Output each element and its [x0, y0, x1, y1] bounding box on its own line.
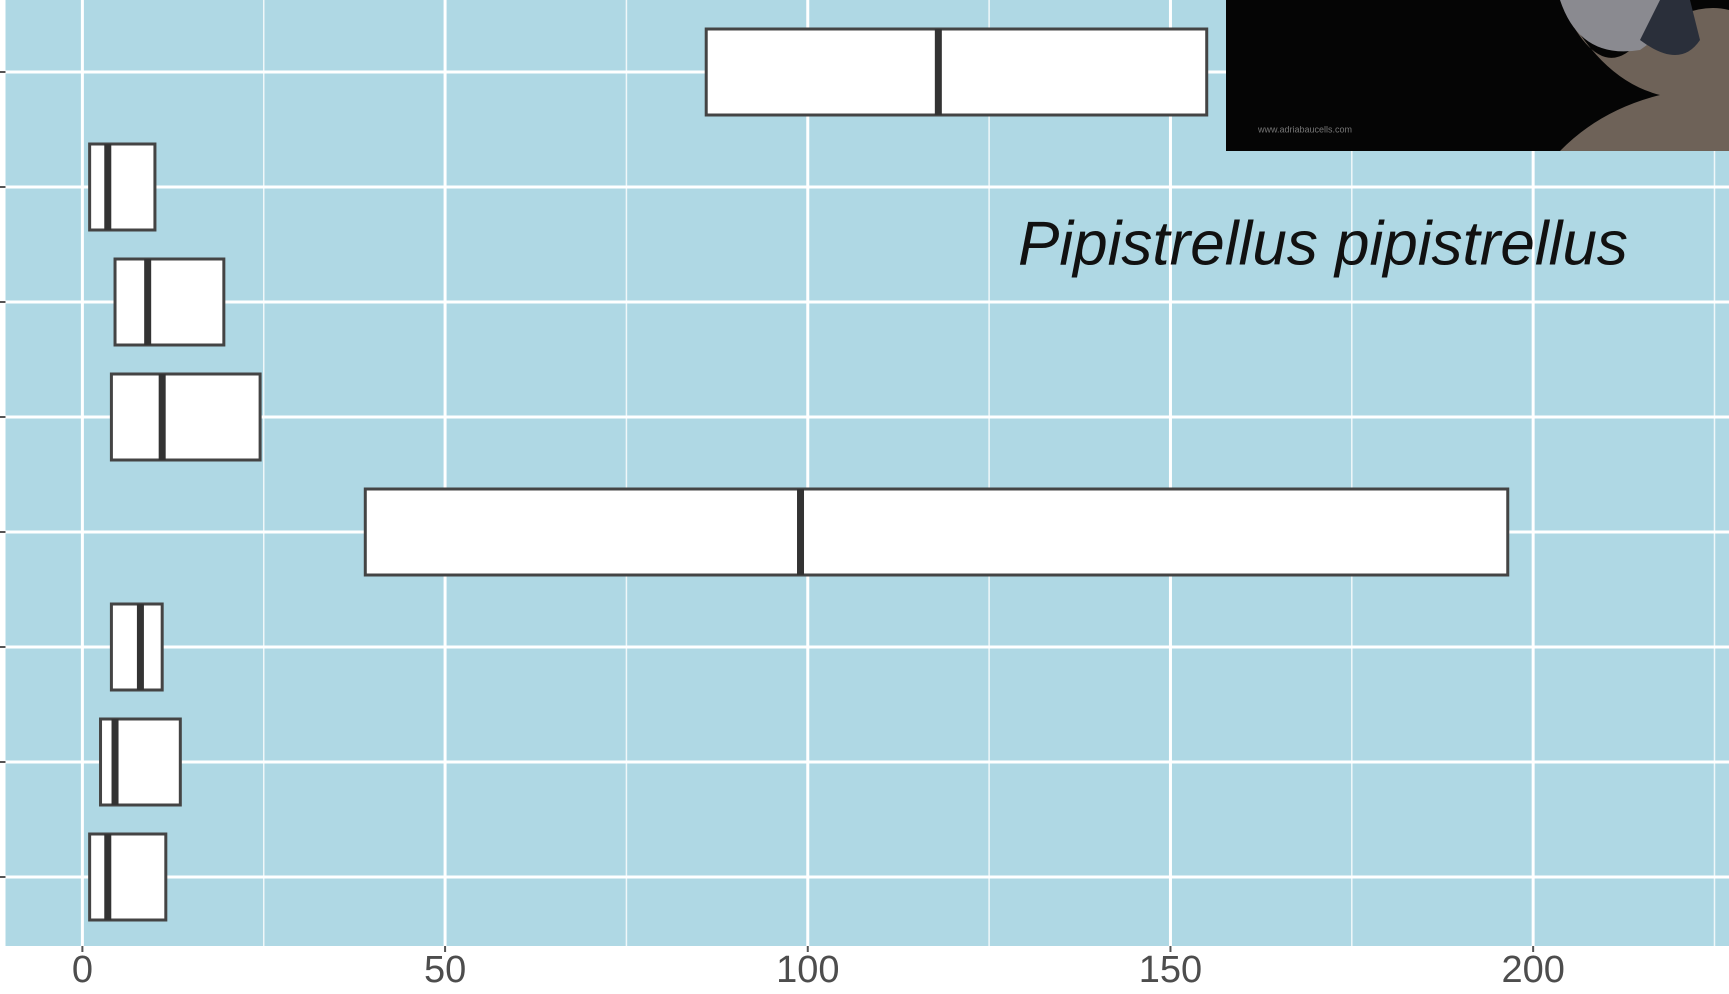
inset-photo: www.adriabaucells.com [1226, 0, 1729, 151]
image-credit: www.adriabaucells.com [1257, 124, 1352, 134]
box [704, 27, 1209, 117]
x-tick-label: 100 [776, 949, 839, 991]
x-tick-label: 0 [72, 949, 93, 991]
annotation: Pipistrellus pipistrellus [1018, 209, 1628, 278]
x-tick-label: 50 [424, 949, 466, 991]
x-tick-label: 150 [1139, 949, 1202, 991]
plot-background [5, 0, 1729, 946]
box [113, 257, 226, 347]
x-tick-label: 200 [1501, 949, 1564, 991]
box [109, 372, 262, 462]
marks [88, 27, 1510, 922]
box [88, 832, 168, 922]
box [363, 487, 1510, 577]
photo-wing [1640, 0, 1700, 55]
box [88, 142, 157, 232]
box [109, 602, 164, 692]
